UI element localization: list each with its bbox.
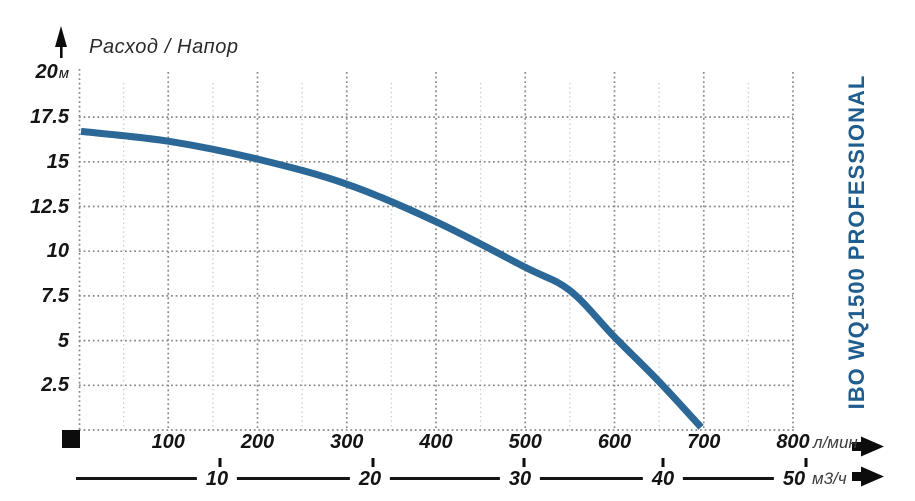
m3h-tick-marks xyxy=(218,458,808,467)
y-tick-label: 7.5 xyxy=(41,284,69,307)
lpm-axis-arrow-icon xyxy=(852,436,884,457)
y-unit-label: м xyxy=(58,65,69,83)
brand-label: IBO WQ1500 PROFESSIONAL xyxy=(844,74,869,410)
origin-marker xyxy=(62,430,80,448)
x-tick-label-m3h: 30 xyxy=(499,467,541,491)
x-tick-label-lpm: 800 xyxy=(776,431,810,453)
m3h-unit-label: м3/ч xyxy=(812,469,847,488)
m3h-axis-arrow-icon xyxy=(852,466,884,487)
x-tick-label-lpm: 100 xyxy=(151,431,185,453)
x-tick-label-lpm: 700 xyxy=(687,431,721,453)
x-tick-label-lpm: 500 xyxy=(508,431,542,453)
x-tick-label-lpm: 200 xyxy=(240,431,275,453)
chart-title: Расход / Напор xyxy=(89,36,239,58)
x-tick-label-lpm: 300 xyxy=(330,431,364,453)
x-tick-label-lpm: 400 xyxy=(419,431,453,453)
gridlines xyxy=(78,69,795,431)
x-tick-label-m3h: 10 xyxy=(196,467,238,491)
x-tick-label-m3h: 40 xyxy=(642,467,684,491)
y-tick-label: 20м xyxy=(35,61,69,84)
pump-curve xyxy=(80,127,704,430)
m3h-axis-line xyxy=(76,477,779,480)
x-tick-label-m3h: 20 xyxy=(349,467,391,491)
y-tick-label: 17.5 xyxy=(30,106,69,129)
y-tick-label: 15 xyxy=(46,150,69,173)
y-tick-label: 2.5 xyxy=(41,374,69,397)
lpm-unit-label: л/мин xyxy=(813,433,858,452)
y-axis-arrow-icon xyxy=(55,26,67,58)
y-tick-label: 12.5 xyxy=(30,195,69,218)
x-tick-label-lpm: 600 xyxy=(597,431,632,453)
y-tick-label: 10 xyxy=(46,240,69,263)
x-tick-label-m3h: 50 xyxy=(773,467,815,491)
y-tick-label: 5 xyxy=(57,329,69,352)
